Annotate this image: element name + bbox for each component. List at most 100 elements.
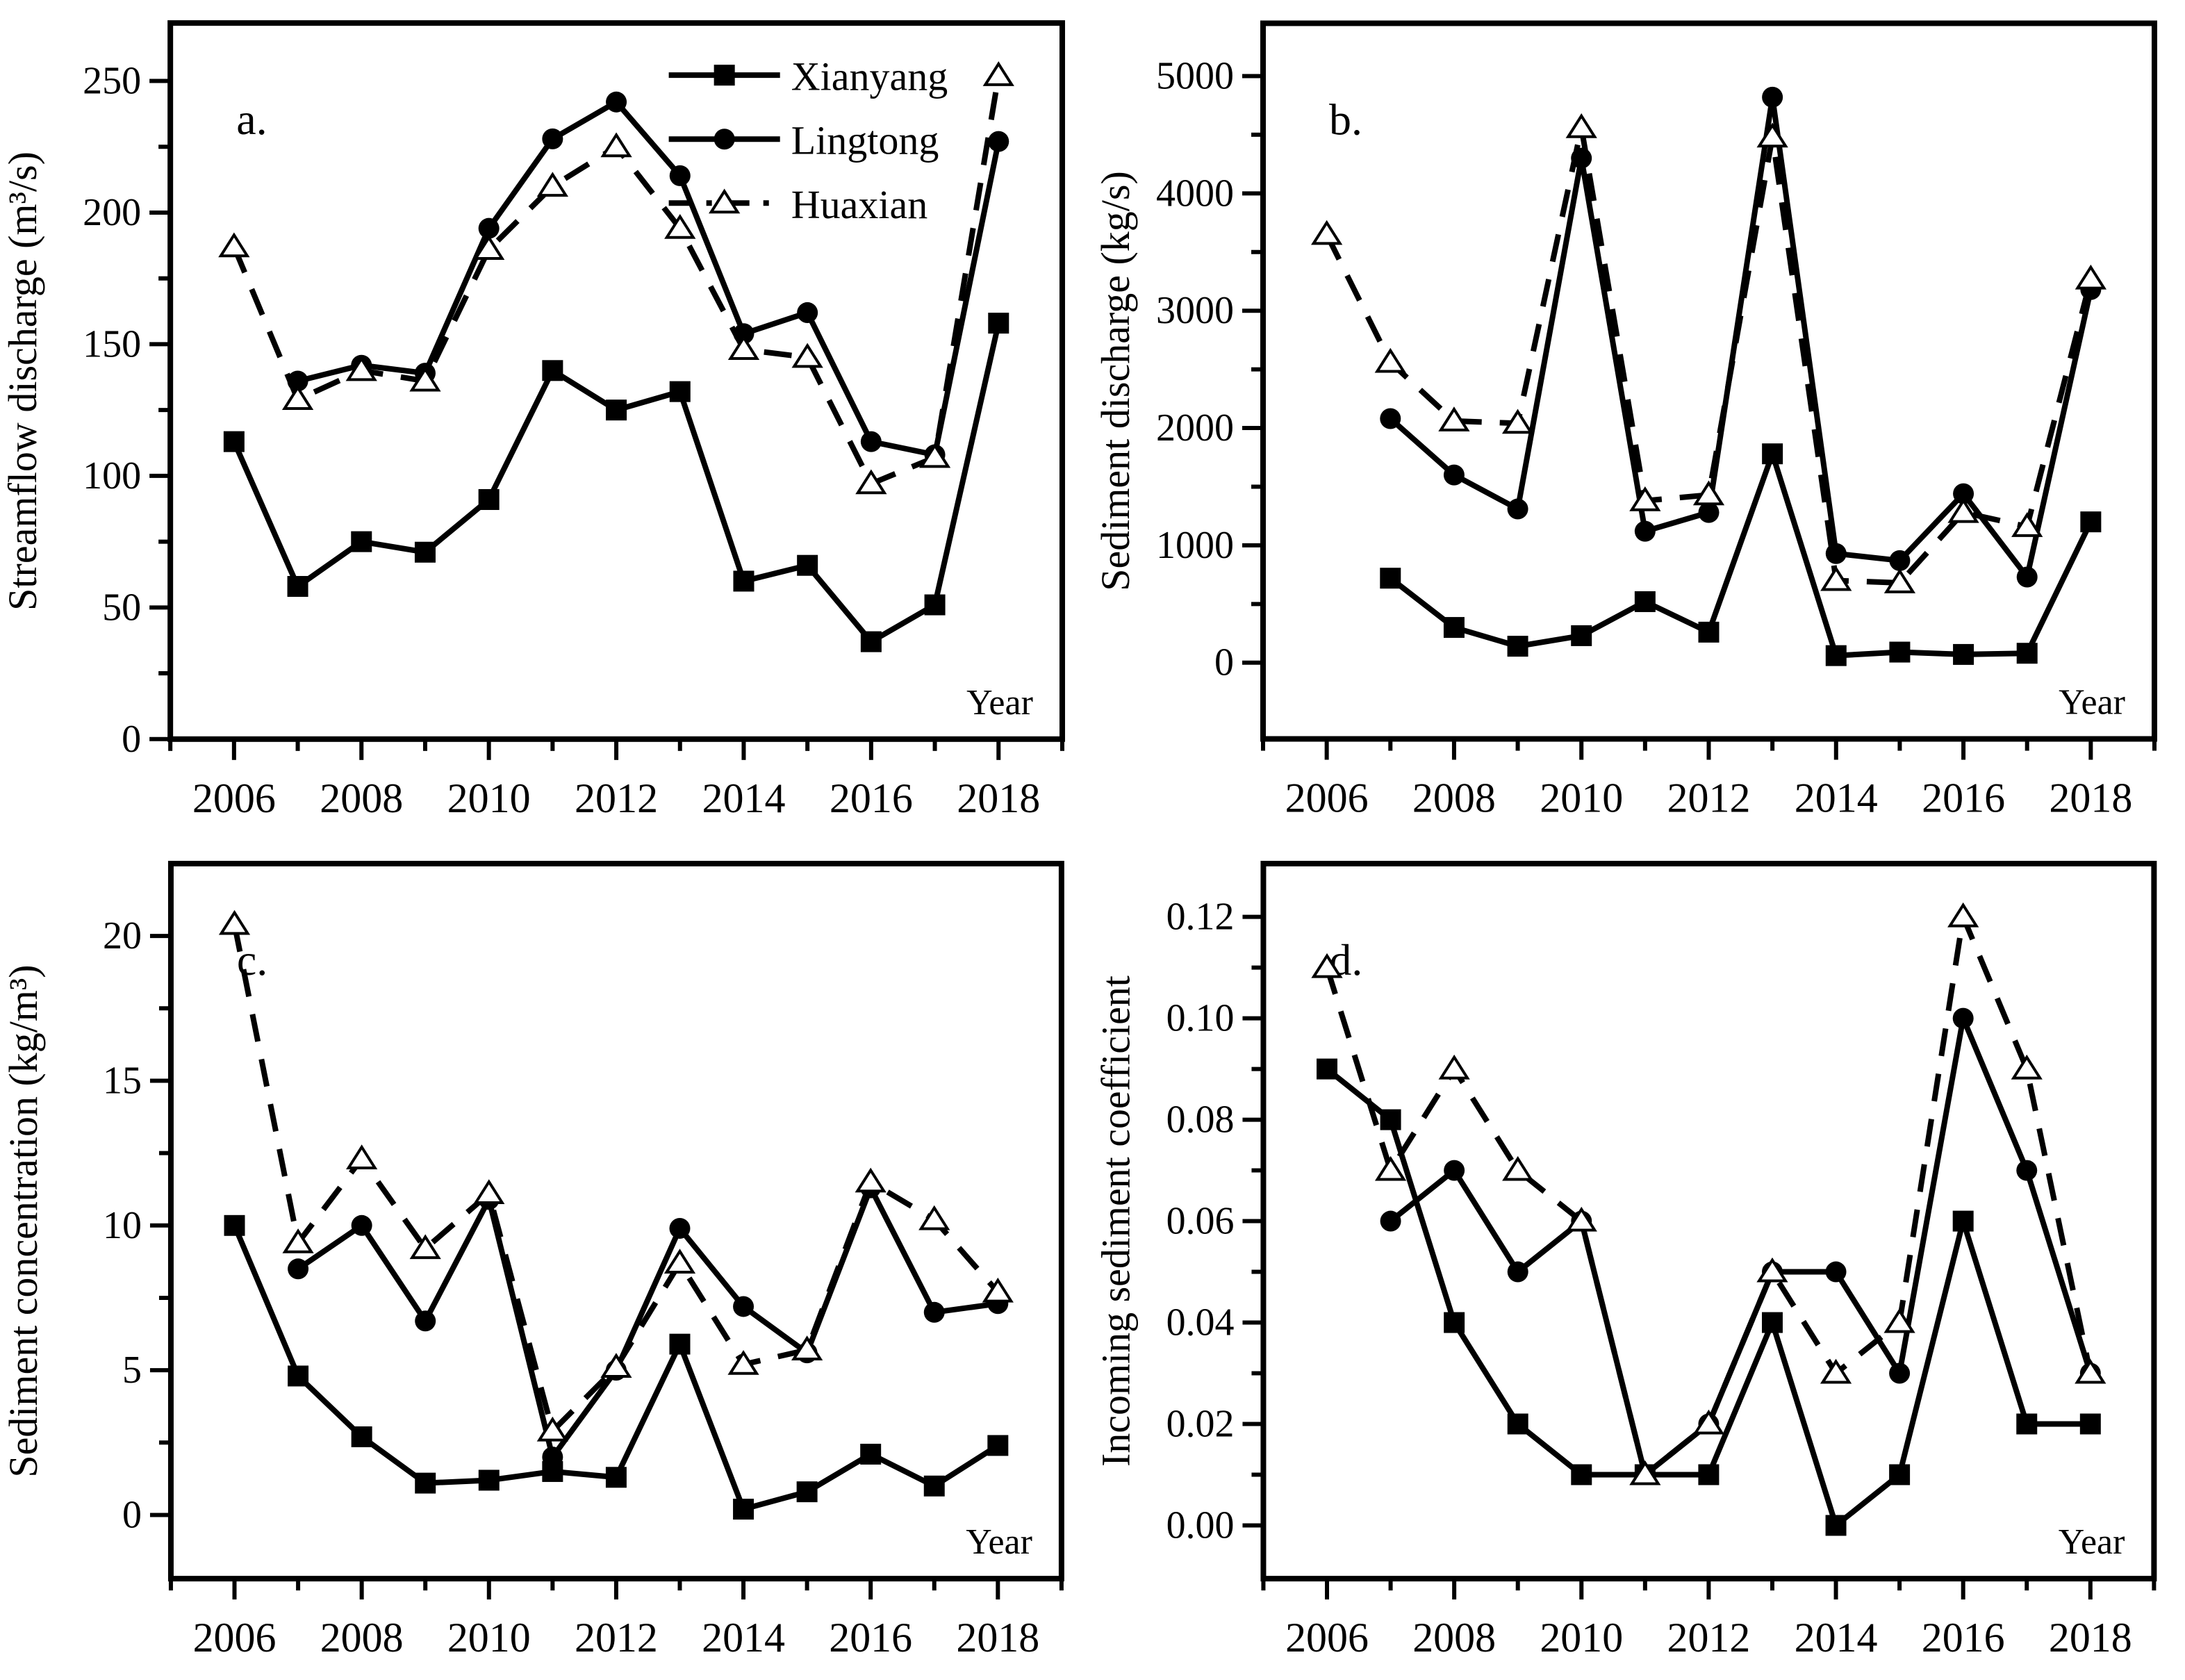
huaxian-marker [1438,406,1470,431]
y-tick-label: 0 [122,1493,142,1536]
y-tick-label: 2000 [1156,406,1234,450]
lingtong-line [1388,97,2094,584]
huaxian-marker [1311,953,1343,978]
legend-label-xianyang: Xianyang [791,54,948,99]
huaxian-marker [1692,1409,1725,1435]
lingtong-marker [988,131,1009,152]
axes: 0 5 10 15 20 2006 2008 2010 2012 2014 2016 2018 [103,914,1064,1661]
huaxian-marker [600,132,632,158]
xianyang-marker [223,431,245,452]
huaxian-marker [2011,1054,2043,1080]
y-axis-title: Sediment concentration (kg/m³) [1,964,46,1477]
lingtong-marker [1889,1362,1911,1384]
lingtong-marker [669,165,691,186]
huaxian-marker [409,366,441,392]
lingtong-marker [669,1217,691,1239]
xianyang-marker [1889,641,1911,663]
axes: 0.00 0.02 0.04 0.06 0.08 0.10 0.12 2006 2008 2010… [1166,896,2157,1661]
panel-letter: c. [237,935,267,985]
y-axis-title: Sediment discharge (kg/s) [1093,171,1138,591]
lingtong-marker [351,1214,372,1236]
xianyang-marker [287,576,308,598]
huaxian-marker [2011,512,2043,537]
x-tick-label: 2012 [1667,1615,1750,1661]
x-tick-label: 2008 [320,1615,404,1661]
y-tick-label: 4000 [1156,172,1234,215]
y-axis-title: Incoming sediment coefficient [1094,975,1139,1467]
panel-c-chart: 0 5 10 15 20 2006 2008 2010 2012 2014 2016 2018 Sedi… [1,860,1064,1661]
huaxian-marker [1692,480,1725,506]
x-tick-label: 2016 [830,775,913,821]
xianyang-marker [2080,511,2102,533]
lingtong-marker [1953,483,1974,504]
lingtong-marker [1634,520,1656,542]
xianyang-marker [351,531,372,552]
huaxian-marker [1501,409,1534,434]
huaxian-marker [409,1234,441,1260]
panel-streamflow-discharge: 0 50 100 150 200 250 2006 2008 2010 2012 2014 2016 2… [0,0,1093,841]
lingtong-marker [1507,1261,1528,1283]
y-tick-label: 5000 [1156,54,1234,97]
lingtong-marker [1380,408,1401,429]
xianyang-marker [924,594,946,616]
xianyang-marker [542,360,563,381]
y-tick-label: 20 [103,914,142,957]
xianyang-marker [415,1472,436,1494]
huaxian-marker [473,1179,505,1204]
xianyang-marker [860,1443,882,1465]
xianyang-marker [796,1481,818,1503]
lingtong-marker [1507,498,1528,520]
y-tick-label: 50 [102,586,141,629]
xianyang-marker [1634,591,1656,612]
y-tick-label: 5 [122,1349,142,1392]
lingtong-marker [1825,543,1847,564]
x-tick-label: 2006 [192,775,276,821]
y-tick-label: 0.08 [1166,1098,1235,1142]
huaxian-marker [536,172,569,197]
legend-xianyang-marker [714,65,735,86]
y-tick-label: 1000 [1156,524,1234,567]
huaxian-marker [791,343,823,368]
x-tick-label: 2008 [1412,1615,1496,1661]
huaxian-marker [1756,1257,1788,1283]
huaxian-marker [2075,1358,2106,1384]
huaxian-marker [1947,497,1979,523]
huaxian-marker [282,1228,314,1253]
legend-label-lingtong: Lingtong [791,118,939,163]
x-tick-label: 2010 [447,775,531,821]
xianyang-marker [2016,1413,2038,1435]
series-huaxian [1311,113,2106,593]
x-tick-label: 2018 [2049,775,2132,821]
huaxian-marker [918,1205,950,1230]
huaxian-marker [1947,902,1979,928]
huaxian-marker [727,1350,759,1375]
y-tick-label: 100 [83,454,141,497]
lingtong-marker [606,91,627,113]
lingtong-marker [415,1310,436,1332]
y-tick-label: 0.12 [1166,896,1235,939]
huaxian-marker [1883,568,1916,593]
lingtong-marker [797,302,818,323]
panel-d-chart: 0.00 0.02 0.04 0.06 0.08 0.10 0.12 2006 2008 2010… [1094,860,2157,1661]
lingtong-marker [860,431,882,452]
y-axis-title: Streamflow discharge (m³/s) [0,151,45,611]
xianyang-marker [2016,643,2038,664]
xianyang-marker [1825,645,1847,666]
y-tick-label: 0.06 [1166,1200,1235,1243]
series-lingtong [288,1177,1009,1468]
huaxian-marker [1565,1206,1597,1232]
x-tick-label: 2012 [575,1615,658,1661]
xianyang-marker [478,1469,500,1491]
series-lingtong [1380,86,2102,588]
series-xianyang [1317,1058,2101,1536]
xianyang-marker [669,1333,691,1355]
xianyang-marker [606,400,627,421]
huaxian-marker [1374,347,1406,373]
huaxian-marker [1311,220,1343,245]
x-tick-label: 2006 [1285,1615,1369,1661]
xianyang-line [1388,445,2093,659]
huaxian-marker [855,469,887,495]
lingtong-marker [733,1296,755,1317]
xianyang-marker [860,631,882,652]
x-tick-label: 2010 [1540,775,1623,821]
